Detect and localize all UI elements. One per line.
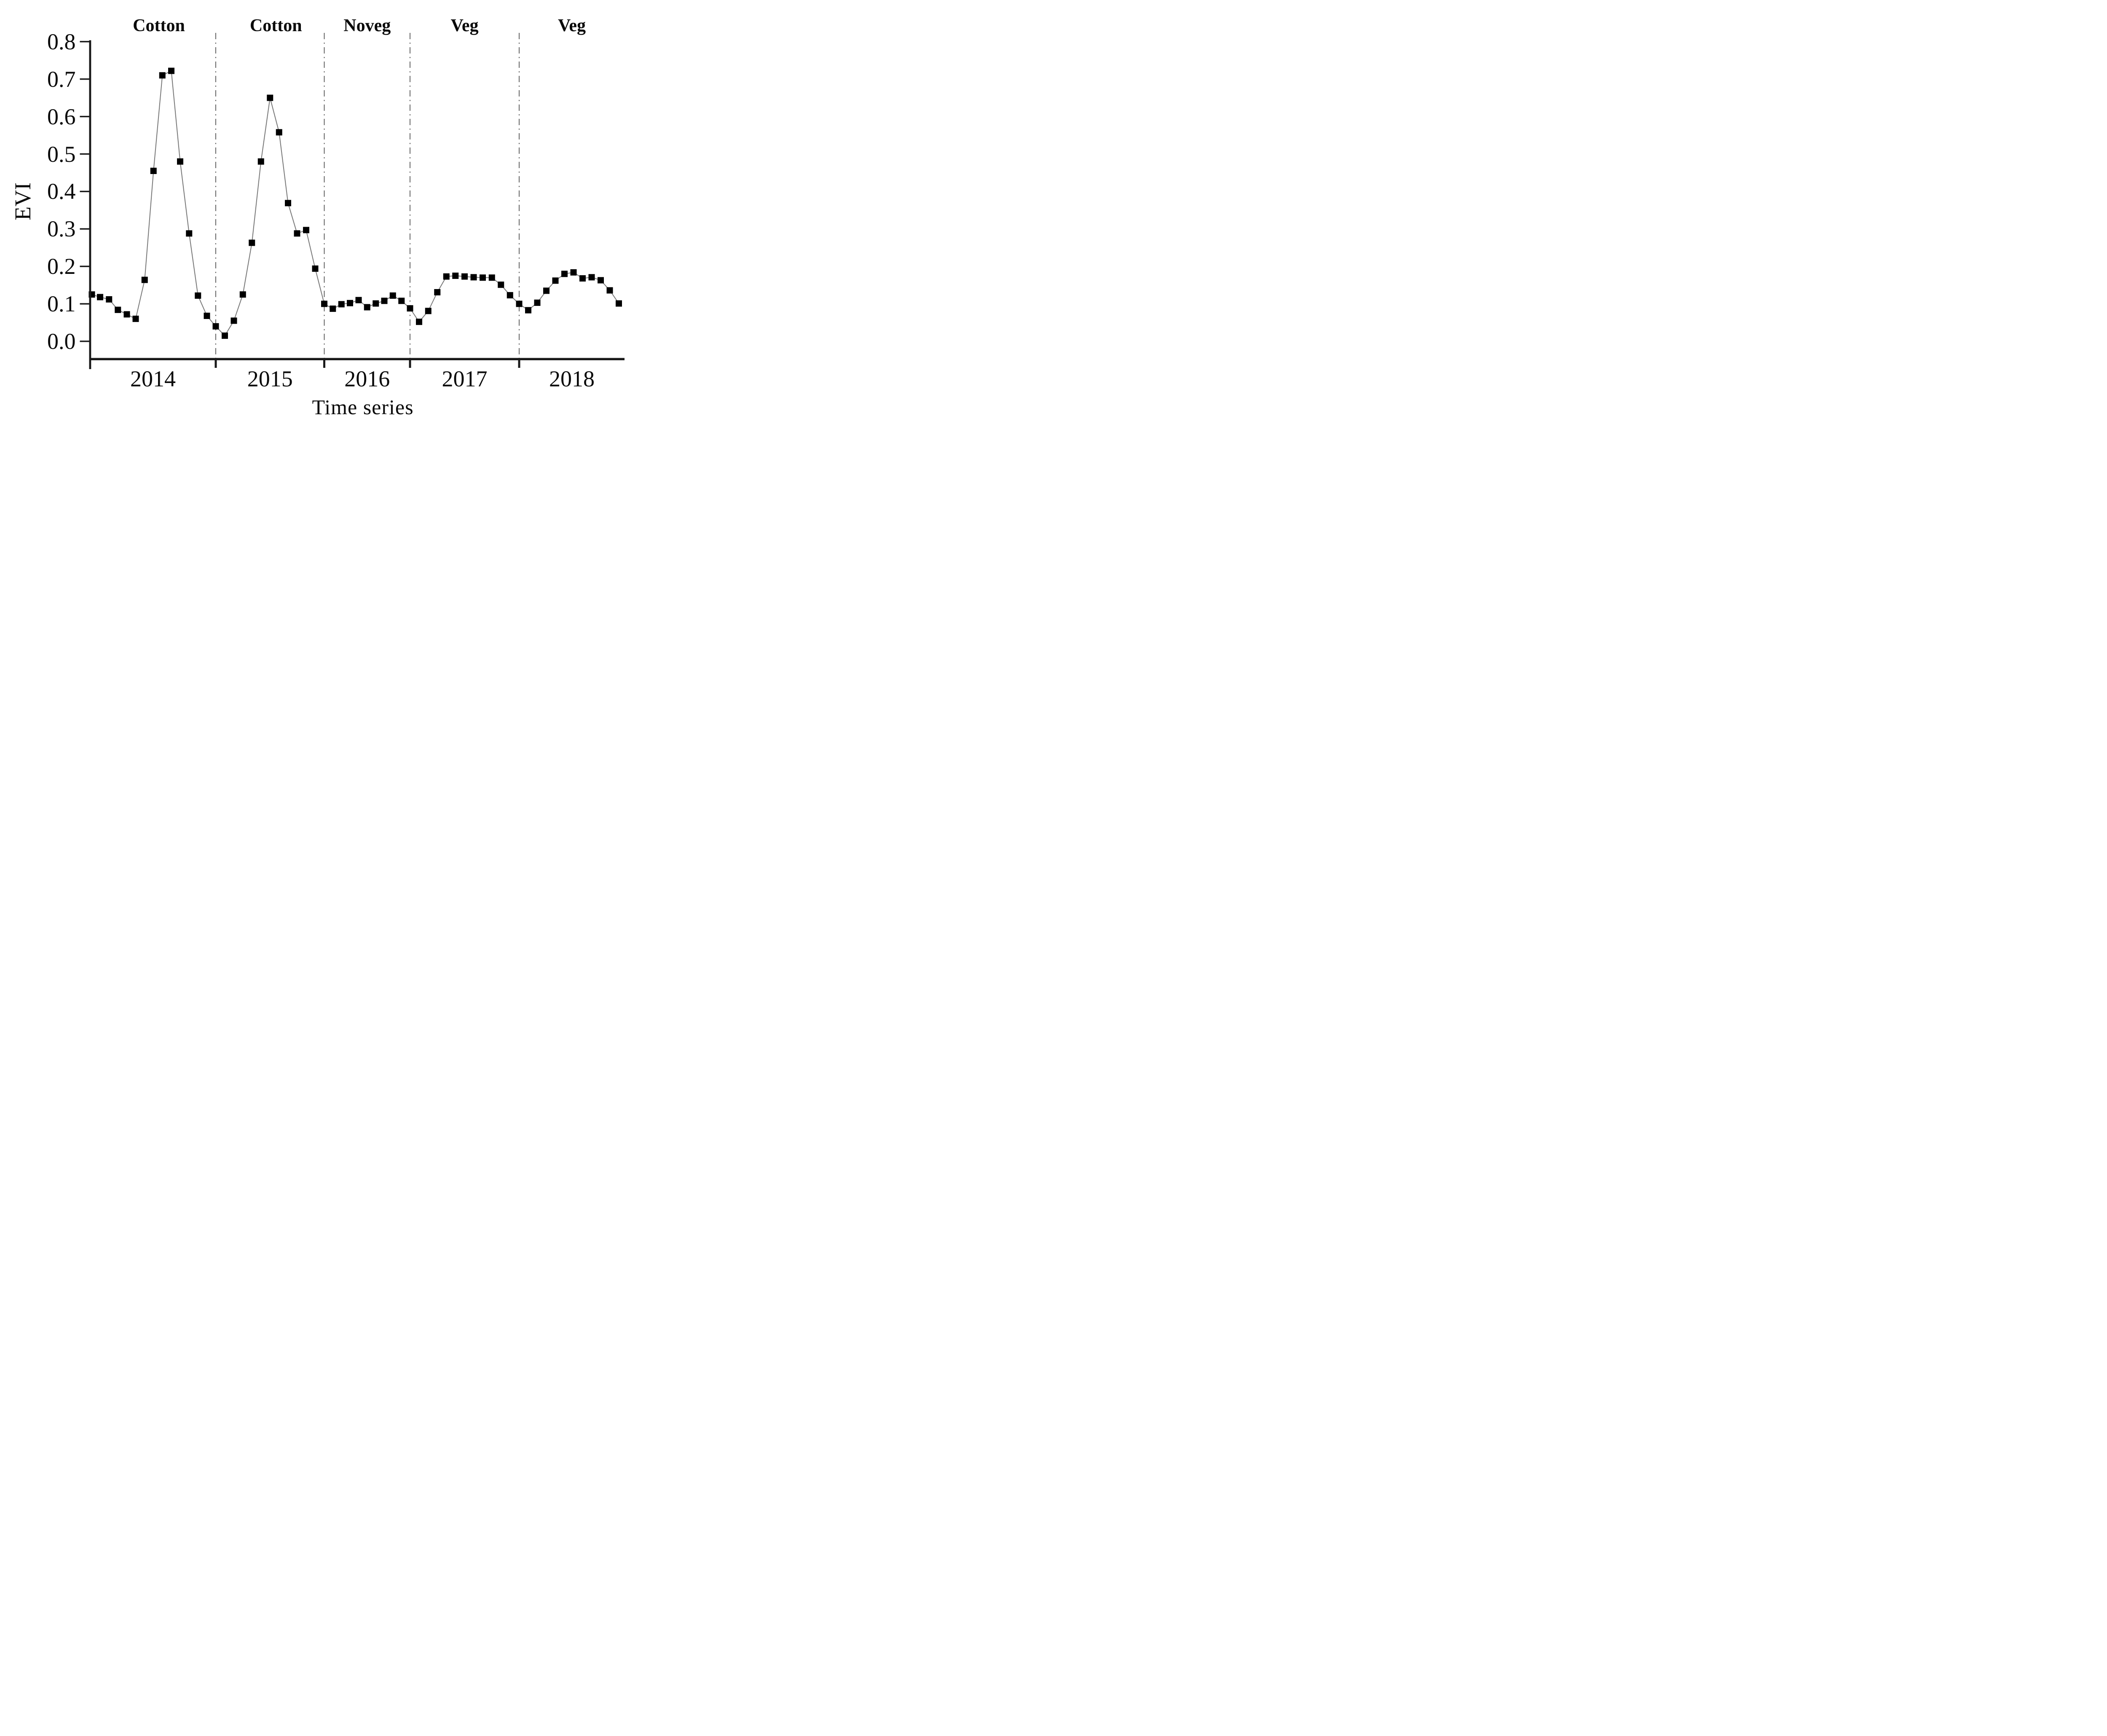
data-point-marker bbox=[552, 277, 559, 284]
y-tick-label-0.2: 0.2 bbox=[47, 254, 76, 279]
data-point-marker bbox=[355, 297, 362, 303]
data-point-marker bbox=[222, 332, 228, 339]
x-axis-tick bbox=[409, 360, 411, 368]
cover-class-label-2015: Cotton bbox=[249, 16, 302, 35]
year-label-2016: 2016 bbox=[344, 366, 390, 391]
y-tick-label-0.7: 0.7 bbox=[47, 66, 76, 92]
data-point-marker bbox=[579, 275, 586, 282]
y-axis-tick bbox=[80, 340, 89, 342]
evi-series-line bbox=[91, 70, 619, 336]
y-axis-tick bbox=[80, 190, 89, 193]
y-tick-label-0.3: 0.3 bbox=[47, 216, 76, 242]
data-point-marker bbox=[141, 276, 148, 283]
data-point-marker bbox=[338, 301, 345, 308]
chart-svg bbox=[80, 33, 625, 369]
data-point-marker bbox=[321, 300, 327, 307]
data-point-marker bbox=[416, 319, 422, 325]
x-axis-line bbox=[89, 358, 625, 360]
data-point-marker bbox=[97, 294, 103, 300]
x-axis-tick bbox=[214, 360, 217, 368]
data-point-marker bbox=[249, 239, 255, 246]
y-axis-tick bbox=[80, 228, 89, 230]
data-point-marker bbox=[452, 272, 459, 279]
x-axis-tick bbox=[518, 360, 520, 368]
data-point-marker bbox=[330, 305, 336, 312]
y-tick-label-0.0: 0.0 bbox=[47, 329, 76, 354]
y-axis-tick bbox=[80, 153, 89, 155]
data-point-marker bbox=[347, 300, 353, 306]
year-label-2018: 2018 bbox=[549, 366, 595, 391]
data-point-marker bbox=[177, 158, 183, 165]
data-point-marker bbox=[543, 287, 550, 294]
data-point-marker bbox=[257, 158, 264, 165]
data-point-marker bbox=[195, 292, 201, 299]
data-point-marker bbox=[212, 323, 219, 330]
data-point-marker bbox=[470, 274, 477, 281]
data-point-marker bbox=[561, 271, 568, 277]
y-tick-label-0.5: 0.5 bbox=[47, 141, 76, 167]
data-point-marker bbox=[231, 317, 237, 324]
y-tick-label-0.6: 0.6 bbox=[47, 104, 76, 129]
data-point-marker bbox=[498, 281, 504, 288]
cover-class-label-2017: Veg bbox=[450, 16, 479, 35]
data-point-marker bbox=[168, 67, 174, 74]
data-point-marker bbox=[534, 299, 541, 306]
year-label-2017: 2017 bbox=[442, 366, 488, 391]
data-point-marker bbox=[381, 297, 388, 304]
cover-class-label-2016: Noveg bbox=[343, 16, 391, 35]
y-tick-label-0.1: 0.1 bbox=[47, 291, 76, 317]
data-point-marker bbox=[598, 277, 604, 284]
data-point-marker bbox=[588, 274, 595, 281]
data-point-marker bbox=[123, 311, 130, 318]
y-tick-label-0.4: 0.4 bbox=[47, 179, 76, 204]
y-axis-tick bbox=[80, 41, 89, 43]
cover-class-label-2018: Veg bbox=[558, 16, 586, 35]
y-axis-line bbox=[89, 40, 91, 369]
data-point-marker bbox=[480, 274, 486, 281]
cover-class-label-2014: Cotton bbox=[133, 16, 185, 35]
data-point-marker bbox=[443, 273, 450, 280]
y-axis-tick bbox=[80, 78, 89, 80]
data-point-marker bbox=[312, 265, 319, 272]
data-point-marker bbox=[276, 129, 282, 136]
data-point-marker bbox=[364, 304, 370, 311]
data-point-marker bbox=[150, 168, 157, 174]
data-point-marker bbox=[425, 308, 432, 314]
data-point-marker bbox=[106, 296, 113, 303]
data-point-marker bbox=[132, 316, 139, 322]
data-point-marker bbox=[303, 227, 309, 233]
data-point-marker bbox=[461, 273, 468, 280]
y-axis-tick bbox=[80, 303, 89, 305]
year-label-2014: 2014 bbox=[130, 366, 176, 391]
data-point-marker bbox=[159, 72, 166, 79]
data-point-marker bbox=[204, 313, 210, 319]
data-point-marker bbox=[267, 94, 273, 101]
data-point-marker bbox=[186, 230, 193, 237]
data-point-marker bbox=[525, 307, 531, 313]
data-point-marker bbox=[398, 297, 405, 304]
data-point-marker bbox=[115, 306, 121, 313]
data-point-marker bbox=[488, 274, 495, 281]
data-point-marker bbox=[285, 200, 291, 206]
data-point-marker bbox=[570, 269, 577, 276]
year-label-2015: 2015 bbox=[247, 366, 293, 391]
data-point-marker bbox=[606, 287, 613, 294]
y-tick-label-0.8: 0.8 bbox=[47, 29, 76, 54]
data-point-marker bbox=[434, 289, 441, 296]
data-point-marker bbox=[294, 230, 300, 237]
data-point-marker bbox=[616, 300, 622, 307]
data-point-marker bbox=[507, 292, 513, 299]
data-point-marker bbox=[389, 292, 396, 299]
x-axis-title: Time series bbox=[312, 395, 414, 419]
data-point-marker bbox=[516, 300, 523, 307]
data-point-marker bbox=[239, 291, 246, 298]
y-axis-tick bbox=[80, 115, 89, 118]
data-point-marker bbox=[407, 305, 413, 312]
evi-time-series-figure: EVI Time series Cotton Cotton Noveg Veg Veg … bbox=[0, 0, 647, 434]
x-axis-tick bbox=[323, 360, 325, 368]
y-axis-tick bbox=[80, 265, 89, 267]
data-point-marker bbox=[373, 300, 379, 307]
